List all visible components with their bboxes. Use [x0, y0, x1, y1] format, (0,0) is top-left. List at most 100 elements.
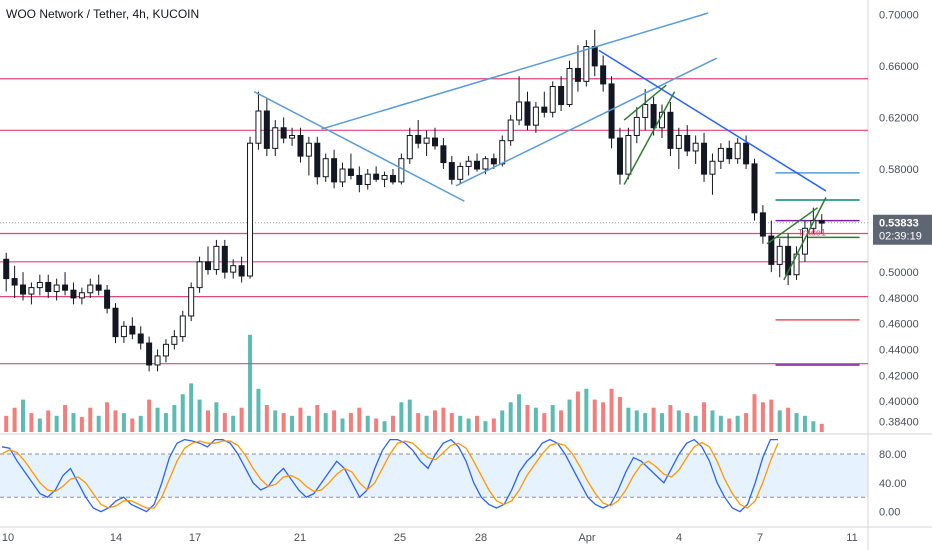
osc-tick: 0.00 — [879, 507, 900, 519]
trendline — [783, 197, 827, 281]
candle-body — [204, 261, 211, 271]
volume-bar — [643, 413, 648, 432]
volume-bar — [727, 418, 732, 432]
volume-bar — [121, 413, 126, 432]
candle-body — [171, 336, 178, 345]
volume-bar — [609, 388, 614, 432]
volume-bar — [458, 415, 463, 432]
candle-body — [474, 160, 481, 170]
candle-body — [389, 174, 396, 183]
candle-body — [289, 134, 296, 139]
volume-bar — [248, 334, 253, 432]
volume-bar — [634, 410, 639, 432]
volume-bar — [794, 413, 799, 432]
last-price-label: 0.53833 — [879, 218, 919, 230]
candle-body — [709, 160, 716, 175]
candle-body — [322, 158, 329, 178]
volume-bar — [533, 407, 538, 432]
volume-bar — [147, 399, 152, 432]
volume-bar — [617, 396, 622, 432]
price-tick: 0.42000 — [879, 370, 919, 382]
volume-bar — [575, 391, 580, 432]
volume-bar — [197, 399, 202, 432]
volume-bar — [348, 413, 353, 432]
volume-bar — [685, 413, 690, 432]
price-tick: 0.58000 — [879, 164, 919, 176]
candle-body — [364, 173, 371, 185]
candle-body — [331, 158, 338, 183]
osc-tick: 80.00 — [879, 449, 907, 461]
candle-body — [339, 168, 346, 183]
trade-label: Trade1 — [798, 227, 826, 237]
osc-k-line — [1, 438, 778, 513]
volume-bar — [323, 413, 328, 432]
volume-bar — [592, 399, 597, 432]
last-price-tag — [873, 214, 932, 245]
volume-bar — [29, 413, 34, 432]
candle-body — [36, 281, 43, 289]
volume-bar — [500, 410, 505, 432]
volume-bar — [163, 413, 168, 432]
candle-body — [129, 325, 136, 335]
candle-body — [112, 307, 119, 338]
volume-bar — [21, 399, 26, 432]
price-tick: 0.46000 — [879, 319, 919, 331]
volume-bar — [390, 415, 395, 432]
volume-bar — [298, 407, 303, 432]
price-tick: 0.70000 — [879, 9, 919, 21]
candle-body — [642, 104, 649, 118]
volume-bar — [651, 407, 656, 432]
time-tick: 28 — [475, 532, 487, 544]
candle-body — [104, 289, 111, 309]
candle-body — [297, 134, 304, 157]
time-tick: 10 — [2, 532, 14, 544]
volume-bar — [491, 418, 496, 432]
time-tick: 7 — [757, 532, 763, 544]
candle-body — [272, 127, 279, 149]
volume-bar — [811, 421, 816, 432]
volume-bar — [96, 415, 101, 432]
volume-bar — [710, 410, 715, 432]
volume-bar — [105, 402, 110, 432]
volume-bar — [559, 410, 564, 432]
candle-body — [633, 116, 640, 136]
volume-bar — [718, 415, 723, 432]
candle-body — [583, 46, 590, 82]
candle-body — [650, 104, 657, 129]
candle-body — [717, 147, 724, 162]
candle-body — [532, 106, 539, 126]
candle-body — [801, 227, 808, 255]
candle-body — [448, 162, 455, 180]
volume-bar — [214, 402, 219, 432]
candle-body — [541, 106, 548, 113]
volume-bar — [777, 410, 782, 432]
candle-body — [28, 287, 35, 295]
trendline — [598, 49, 827, 192]
volume-bar — [264, 405, 269, 432]
candle-body — [347, 168, 354, 176]
candle-body — [11, 278, 18, 286]
volume-bar — [449, 413, 454, 432]
candle-body — [499, 140, 506, 165]
candle-body — [785, 245, 792, 276]
volume-bar — [4, 415, 9, 432]
candle-body — [524, 101, 531, 126]
volume-bar — [760, 402, 765, 432]
time-tick: 14 — [110, 532, 122, 544]
candle-body — [373, 173, 380, 180]
volume-bar — [735, 415, 740, 432]
time-tick: 17 — [189, 532, 201, 544]
volume-bar — [79, 416, 84, 432]
candle-body — [516, 101, 523, 121]
candle-body — [188, 287, 195, 317]
volume-bar — [180, 394, 185, 432]
volume-bar — [466, 418, 471, 432]
candle-body — [255, 110, 262, 144]
candle-body — [62, 284, 69, 291]
price-tick: 0.62000 — [879, 112, 919, 124]
candle-body — [247, 142, 254, 277]
candle-body — [600, 65, 607, 85]
volume-bar — [374, 418, 379, 432]
candle-body — [574, 67, 581, 82]
